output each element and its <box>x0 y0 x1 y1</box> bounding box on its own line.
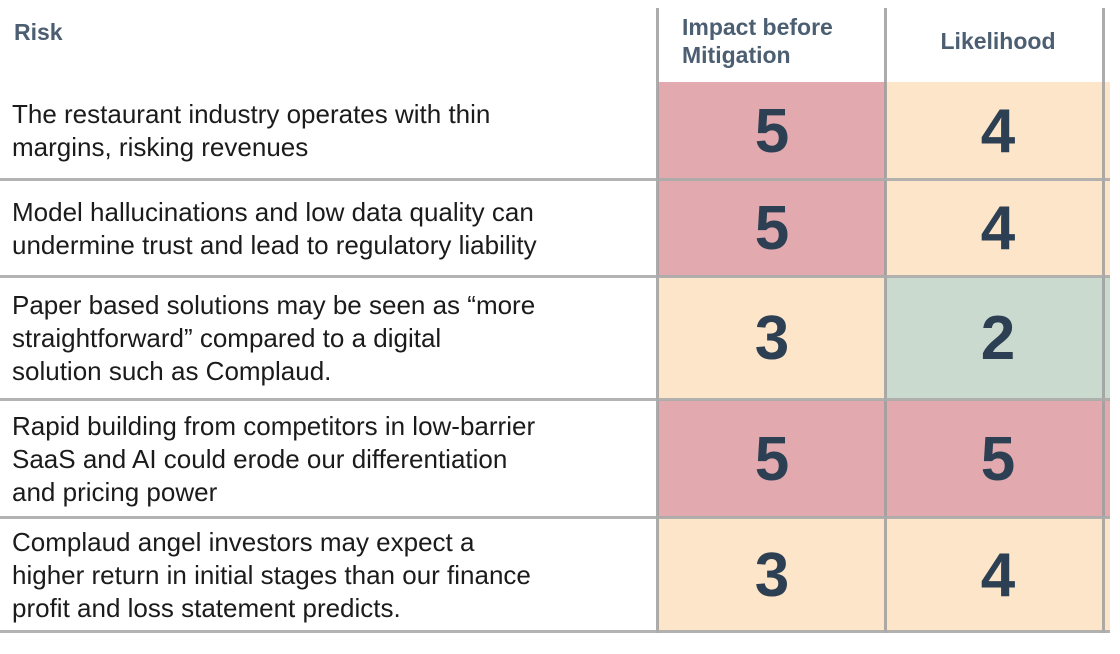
likelihood-score-cell: 5 <box>886 400 1110 518</box>
impact-score-cell: 3 <box>658 277 886 400</box>
column-divider <box>656 8 659 633</box>
table-bottom-border <box>0 630 1110 633</box>
risk-cell: Model hallucinations and low data qualit… <box>12 196 537 260</box>
column-divider <box>884 8 887 633</box>
impact-score-cell: 5 <box>658 82 886 180</box>
impact-score-cell: 3 <box>658 518 886 633</box>
risk-cell: Complaud angel investors may expect a hi… <box>12 527 531 623</box>
column-header-risk: Risk <box>14 19 63 45</box>
row-divider <box>0 275 1110 278</box>
risk-cell: Paper based solutions may be seen as “mo… <box>12 290 536 386</box>
row-divider <box>0 398 1110 401</box>
likelihood-score-cell: 4 <box>886 518 1110 633</box>
likelihood-score-cell: 4 <box>886 180 1110 277</box>
row-divider <box>0 516 1110 519</box>
impact-score-cell: 5 <box>658 180 886 277</box>
column-header-impact-before-mitigation: Impact before Mitigation <box>682 14 833 68</box>
risk-cell: Rapid building from competitors in low-b… <box>12 410 536 507</box>
column-header-likelihood: Likelihood <box>940 28 1056 54</box>
likelihood-score-cell: 2 <box>886 277 1110 400</box>
likelihood-score-cell: 4 <box>886 82 1110 180</box>
risk-table-grid: Risk Impact before Mitigation Likelihood… <box>12 14 1110 633</box>
row-divider <box>0 178 1110 181</box>
column-divider <box>1102 8 1105 633</box>
impact-score-cell: 5 <box>658 400 886 518</box>
risk-table: Risk Impact before Mitigation Likelihood… <box>0 8 1110 633</box>
risk-cell: The restaurant industry operates with th… <box>12 99 491 162</box>
